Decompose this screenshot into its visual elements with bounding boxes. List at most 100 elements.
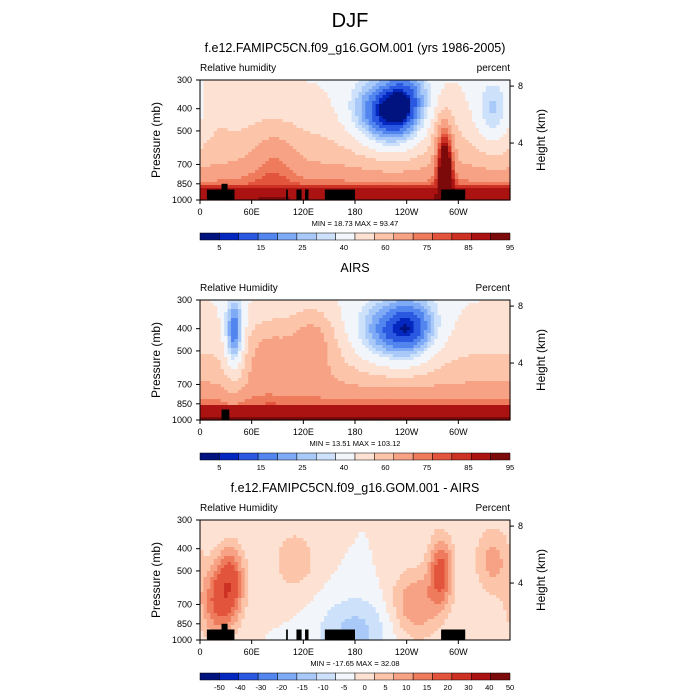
heatmap-cell (489, 92, 494, 96)
heatmap-cell (434, 92, 439, 96)
heatmap-cell (275, 179, 280, 183)
heatmap-cell (441, 185, 446, 189)
heatmap-cell (220, 357, 225, 361)
heatmap-cell (330, 92, 335, 96)
heatmap-cell (496, 155, 501, 159)
heatmap-cell (265, 176, 270, 180)
heatmap-cell (244, 107, 249, 111)
heatmap-cell (324, 140, 329, 144)
heatmap-cell (382, 149, 387, 153)
heatmap-cell (468, 194, 473, 198)
heatmap-cell (375, 158, 380, 162)
heatmap-cell (220, 330, 225, 334)
heatmap-cell (389, 125, 394, 129)
heatmap-cell (465, 152, 470, 156)
heatmap-cell (448, 83, 453, 87)
heatmap-cell (420, 185, 425, 189)
heatmap-cell (299, 387, 304, 391)
heatmap-cell (392, 98, 397, 102)
heatmap-cell (327, 116, 332, 120)
heatmap-cell (210, 369, 215, 373)
heatmap-cell (492, 86, 497, 90)
heatmap-cell (213, 345, 218, 349)
heatmap-cell (358, 137, 363, 141)
heatmap-cell (406, 158, 411, 162)
heatmap-cell (458, 107, 463, 111)
heatmap-cell (231, 92, 236, 96)
heatmap-cell (251, 86, 256, 90)
heatmap-cell (275, 116, 280, 120)
heatmap-cell (234, 167, 239, 171)
heatmap-cell (234, 95, 239, 99)
heatmap-cell (210, 417, 215, 421)
heatmap-cell (441, 161, 446, 165)
heatmap-cell (217, 399, 222, 403)
heatmap-cell (227, 369, 232, 373)
heatmap-cell (227, 354, 232, 358)
heatmap-cell (258, 390, 263, 394)
heatmap-cell (203, 119, 208, 123)
heatmap-cell (341, 164, 346, 168)
heatmap-cell (310, 83, 315, 87)
heatmap-cell (472, 152, 477, 156)
heatmap-cell (251, 104, 256, 108)
heatmap-cell (279, 315, 284, 319)
heatmap-cell (237, 408, 242, 412)
heatmap-cell (255, 149, 260, 153)
heatmap-cell (361, 131, 366, 135)
heatmap-cell (375, 134, 380, 138)
heatmap-cell (258, 405, 263, 409)
heatmap-cell (368, 152, 373, 156)
heatmap-cell (262, 80, 267, 84)
heatmap-cell (206, 122, 211, 126)
heatmap-cell (265, 333, 270, 337)
heatmap-cell (289, 179, 294, 183)
heatmap-cell (489, 98, 494, 102)
heatmap-cell (220, 119, 225, 123)
heatmap-cell (234, 327, 239, 331)
heatmap-cell (368, 170, 373, 174)
heatmap-cell (220, 360, 225, 364)
heatmap-cell (351, 125, 356, 129)
heatmap-cell (268, 372, 273, 376)
heatmap-cell (296, 89, 301, 93)
heatmap-cell (213, 155, 218, 159)
heatmap-cell (489, 137, 494, 141)
heatmap-cell (210, 92, 215, 96)
heatmap-cell (241, 360, 246, 364)
heatmap-cell (423, 158, 428, 162)
heatmap-cell (461, 128, 466, 132)
heatmap-cell (286, 98, 291, 102)
heatmap-cell (272, 312, 277, 316)
heatmap-cell (227, 321, 232, 325)
heatmap-cell (417, 116, 422, 120)
heatmap-cell (337, 98, 342, 102)
heatmap-cell (265, 185, 270, 189)
heatmap-cell (444, 152, 449, 156)
heatmap-cell (475, 155, 480, 159)
heatmap-cell (372, 170, 377, 174)
heatmap-cell (248, 80, 253, 84)
heatmap-cell (227, 170, 232, 174)
heatmap-cell (372, 116, 377, 120)
heatmap-cell (303, 119, 308, 123)
heatmap-cell (293, 411, 298, 415)
heatmap-cell (361, 140, 366, 144)
heatmap-cell (258, 381, 263, 385)
heatmap-cell (451, 80, 456, 84)
heatmap-cell (303, 149, 308, 153)
heatmap-cell (506, 131, 511, 135)
heatmap-cell (358, 89, 363, 93)
heatmap-cell (244, 140, 249, 144)
heatmap-cell (206, 158, 211, 162)
heatmap-cell (448, 134, 453, 138)
heatmap-cell (361, 137, 366, 141)
heatmap-cell (399, 146, 404, 150)
heatmap-cell (420, 143, 425, 147)
heatmap-cell (244, 327, 249, 331)
heatmap-cell (227, 173, 232, 177)
heatmap-cell (499, 134, 504, 138)
heatmap-cell (255, 95, 260, 99)
heatmap-cell (227, 327, 232, 331)
heatmap-cell (365, 95, 370, 99)
